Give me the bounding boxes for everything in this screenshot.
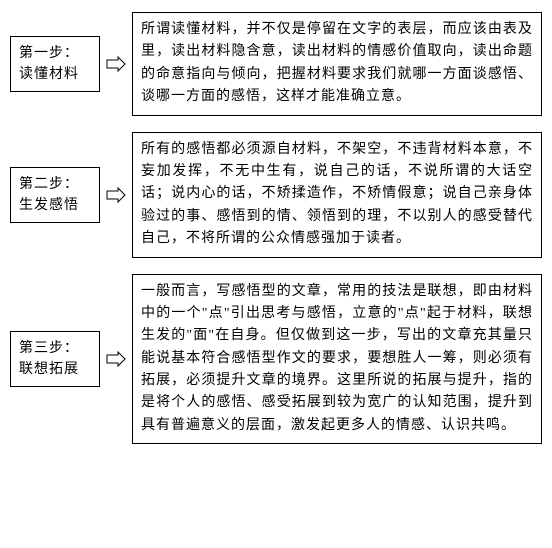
step-label-2: 第二步：生发感悟: [19, 177, 79, 213]
step-content-1: 所谓读懂材料，并不仅是停留在文字的表层，而应该由表及里，读出材料隐含意，读出材料…: [141, 22, 533, 104]
step-row-3: 第三步：联想拓展 一般而言，写感悟型的文章，常用的技法是联想，即由材料中的一个"…: [10, 274, 542, 445]
step-content-box-2: 所有的感悟都必须源自材料，不架空，不违背材料本意，不妄加发挥，不无中生有，说自己…: [132, 132, 542, 258]
step-label-3: 第三步：联想拓展: [19, 341, 79, 377]
step-content-3: 一般而言，写感悟型的文章，常用的技法是联想，即由材料中的一个"点"引出思考与感悟…: [141, 284, 533, 433]
step-content-box-3: 一般而言，写感悟型的文章，常用的技法是联想，即由材料中的一个"点"引出思考与感悟…: [132, 274, 542, 445]
step-row-1: 第一步：读懂材料 所谓读懂材料，并不仅是停留在文字的表层，而应该由表及里，读出材…: [10, 12, 542, 116]
step-row-2: 第二步：生发感悟 所有的感悟都必须源自材料，不架空，不违背材料本意，不妄加发挥，…: [10, 132, 542, 258]
arrow-icon-2: [106, 187, 126, 203]
step-label-box-3: 第三步：联想拓展: [10, 331, 100, 387]
step-content-2: 所有的感悟都必须源自材料，不架空，不违背材料本意，不妄加发挥，不无中生有，说自己…: [141, 142, 533, 247]
step-label-box-2: 第二步：生发感悟: [10, 167, 100, 223]
arrow-icon-1: [106, 56, 126, 72]
step-content-box-1: 所谓读懂材料，并不仅是停留在文字的表层，而应该由表及里，读出材料隐含意，读出材料…: [132, 12, 542, 116]
step-label-1: 第一步：读懂材料: [19, 46, 79, 82]
step-label-box-1: 第一步：读懂材料: [10, 36, 100, 92]
arrow-icon-3: [106, 351, 126, 367]
